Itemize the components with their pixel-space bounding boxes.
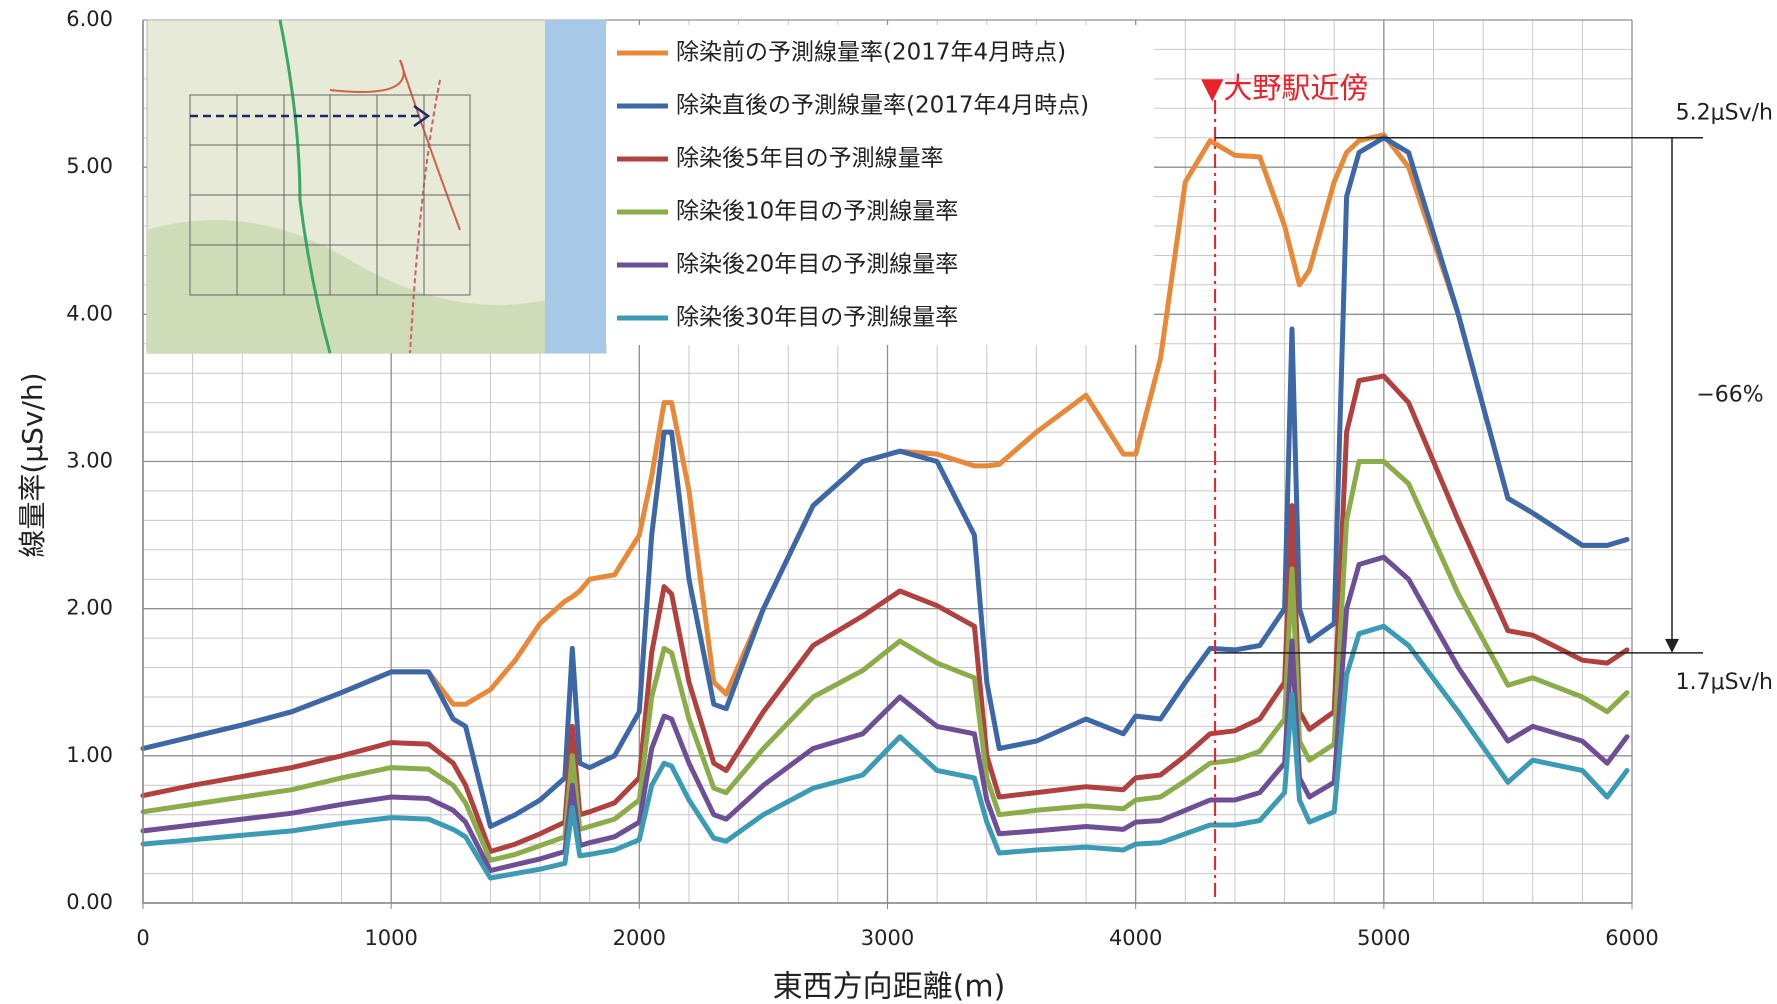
x-tick-label: 5000 xyxy=(1357,926,1410,950)
station-label: ▼大野駅近傍 xyxy=(1201,71,1368,105)
legend-label: 除染前の予測線量率(2017年4月時点) xyxy=(676,40,1066,66)
x-tick-label: 0 xyxy=(136,926,149,950)
legend-label: 除染後20年目の予測線量率 xyxy=(676,252,958,278)
legend-label: 除染後5年目の予測線量率 xyxy=(676,146,944,172)
series-line xyxy=(143,557,1627,870)
x-tick-label: 2000 xyxy=(613,926,666,950)
series-line xyxy=(143,376,1627,851)
x-axis-title: 東西方向距離(m) xyxy=(773,970,1006,1004)
x-tick-label: 4000 xyxy=(1109,926,1162,950)
legend-label: 除染後10年目の予測線量率 xyxy=(676,199,958,225)
chart: 除染前の予測線量率(2017年4月時点) 除染直後の予測線量率(2017年4月時点… xyxy=(0,0,1777,1004)
legend-label: 除染直後の予測線量率(2017年4月時点) xyxy=(676,93,1089,119)
y-tick-label: 6.00 xyxy=(66,7,113,31)
series-line xyxy=(143,626,1627,878)
y-tick-label: 5.00 xyxy=(66,154,113,178)
low-label: 1.7μSv/h xyxy=(1676,670,1773,695)
y-tick-label: 1.00 xyxy=(66,743,113,767)
y-axis-title: 線量率(μSv/h) xyxy=(16,372,49,557)
reduction-label: −66% xyxy=(1696,382,1763,407)
reduction-arrowhead xyxy=(1665,639,1679,653)
legend-label: 除染後30年目の予測線量率 xyxy=(676,305,958,331)
y-tick-label: 4.00 xyxy=(66,301,113,325)
high-label: 5.2μSv/h xyxy=(1676,101,1773,126)
x-tick-label: 6000 xyxy=(1605,926,1658,950)
legend-background xyxy=(606,25,1154,345)
y-tick-label: 3.00 xyxy=(66,449,113,473)
x-tick-label: 3000 xyxy=(861,926,914,950)
map-sea xyxy=(545,20,606,353)
page: 除染前の予測線量率(2017年4月時点) 除染直後の予測線量率(2017年4月時点… xyxy=(0,0,1777,1004)
x-tick-label: 1000 xyxy=(364,926,417,950)
inset-map xyxy=(147,20,606,353)
y-tick-label: 2.00 xyxy=(66,596,113,620)
y-tick-label: 0.00 xyxy=(66,890,113,914)
